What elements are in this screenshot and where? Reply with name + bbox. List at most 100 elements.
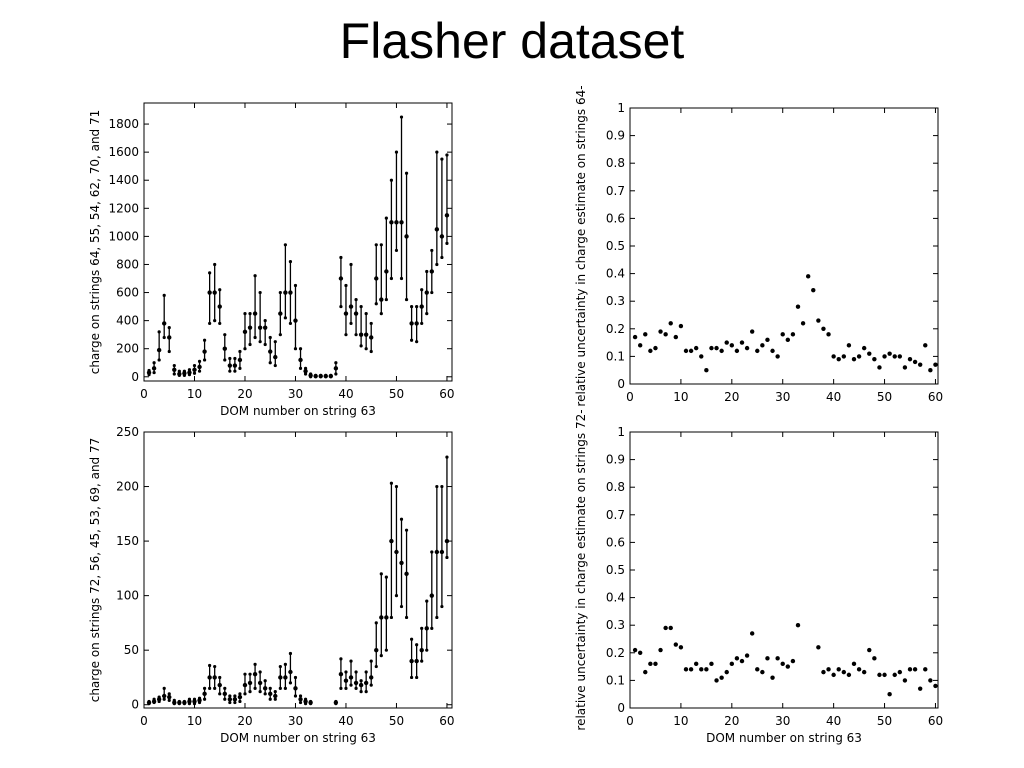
data-point	[146, 700, 152, 705]
data-point	[232, 363, 238, 368]
error-bar-high	[384, 216, 388, 220]
x-tick-label: 60	[439, 387, 454, 401]
error-bar-high	[213, 664, 217, 669]
data-point	[867, 351, 872, 356]
error-bar-high	[202, 686, 207, 690]
error-bar-high	[228, 694, 232, 698]
error-bar-high	[248, 312, 252, 316]
error-bar-high	[430, 550, 434, 554]
data-point	[749, 329, 755, 334]
data-point	[785, 337, 791, 343]
error-bar-low	[243, 347, 247, 351]
data-point	[867, 647, 872, 653]
data-point	[775, 656, 780, 661]
data-point	[729, 343, 735, 348]
data-point	[836, 356, 841, 362]
data-point	[709, 661, 714, 667]
data-point	[826, 332, 831, 337]
error-bar-low	[238, 699, 242, 704]
error-bar-low	[440, 255, 444, 260]
data-point	[434, 227, 440, 232]
data-point	[363, 332, 369, 337]
data-point	[816, 318, 821, 323]
data-point	[643, 332, 648, 337]
error-bar-high	[162, 293, 166, 297]
error-bar-high	[298, 694, 303, 698]
data-point	[348, 304, 354, 309]
error-bar-high	[253, 662, 257, 666]
x-tick-label: 50	[389, 387, 404, 401]
data-point	[343, 678, 349, 683]
error-bar-high	[389, 481, 394, 485]
data-point	[353, 680, 359, 686]
data-point	[303, 368, 308, 374]
error-bar-low	[283, 686, 287, 690]
error-bar-high	[238, 349, 242, 354]
y-tick-label: 200	[116, 342, 139, 356]
data-point	[389, 538, 394, 544]
data-point	[156, 347, 162, 353]
error-bar-high	[430, 248, 434, 253]
error-bar-low	[298, 700, 303, 705]
data-point	[760, 343, 765, 348]
error-bar-low	[228, 369, 232, 373]
data-point	[917, 362, 923, 367]
page-title: Flasher dataset	[339, 13, 685, 69]
data-point	[217, 304, 222, 309]
error-bar-low	[238, 366, 242, 370]
error-bar-low	[293, 694, 298, 698]
data-point	[744, 653, 750, 658]
error-bar-high	[273, 340, 277, 344]
x-tick-label: 20	[237, 714, 252, 728]
data-point	[333, 366, 339, 371]
error-bar-high	[268, 335, 272, 340]
data-point	[212, 290, 217, 295]
data-point	[268, 691, 273, 697]
error-bar-high	[394, 150, 399, 154]
error-bar-low	[223, 697, 227, 701]
data-point	[278, 311, 283, 316]
error-bar-high	[268, 686, 272, 690]
data-point	[765, 656, 770, 661]
data-point	[237, 357, 243, 363]
data-point	[709, 345, 714, 351]
data-point	[384, 615, 389, 620]
data-point	[293, 686, 298, 691]
y-tick-label: 0.1	[606, 673, 625, 687]
error-bar-low	[233, 700, 237, 705]
data-point	[227, 363, 233, 368]
data-point	[424, 290, 429, 295]
data-point	[872, 356, 877, 362]
error-bar-high	[415, 304, 419, 309]
data-point	[257, 325, 263, 330]
error-bar-high	[339, 255, 343, 260]
error-bar-low	[384, 297, 388, 302]
error-bar-low	[162, 697, 166, 701]
data-point	[734, 348, 740, 354]
error-bar-low	[344, 686, 348, 690]
y-axis-label: relative uncertainty in charge estimate …	[574, 409, 588, 730]
error-bar-low	[339, 686, 343, 690]
data-point	[811, 287, 816, 293]
data-point	[749, 631, 755, 636]
data-point	[765, 337, 770, 343]
error-bar-low	[415, 675, 419, 680]
data-point	[444, 538, 450, 544]
y-axis-label: charge on strings 72, 56, 45, 53, 69, an…	[88, 438, 102, 703]
error-bar-high	[349, 659, 353, 663]
x-tick-label: 50	[877, 714, 892, 728]
y-tick-label: 200	[116, 480, 139, 494]
error-bar-high	[288, 260, 293, 264]
error-bar-high	[344, 670, 348, 674]
data-point	[780, 661, 785, 667]
error-bar-high	[374, 243, 378, 247]
data-point	[222, 691, 227, 697]
error-bar-high	[233, 694, 237, 698]
data-point	[693, 661, 699, 667]
data-point	[192, 367, 197, 372]
data-point	[278, 675, 283, 680]
error-bar-low	[369, 683, 373, 687]
data-point	[683, 348, 689, 354]
data-point	[146, 370, 152, 375]
x-tick-label: 30	[288, 387, 303, 401]
